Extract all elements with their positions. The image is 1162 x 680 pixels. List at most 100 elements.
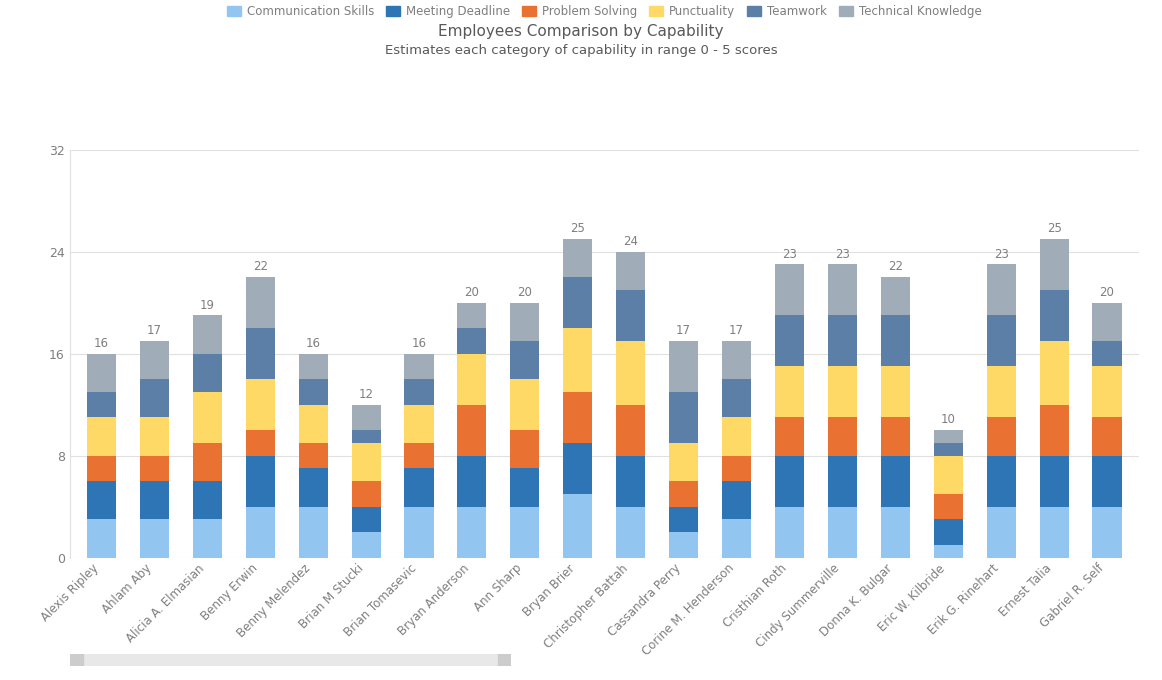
Bar: [934, 520, 963, 545]
Bar: [564, 443, 593, 494]
Bar: [881, 456, 910, 507]
Bar: [87, 354, 116, 392]
Bar: [722, 481, 751, 520]
Text: 16: 16: [411, 337, 426, 350]
Bar: [987, 456, 1016, 507]
Bar: [245, 507, 274, 558]
Bar: [616, 405, 645, 456]
Bar: [616, 341, 645, 405]
Bar: [245, 379, 274, 430]
Bar: [299, 469, 328, 507]
Bar: [458, 507, 487, 558]
Text: 17: 17: [729, 324, 744, 337]
Bar: [881, 507, 910, 558]
Text: 20: 20: [465, 286, 480, 299]
Text: 17: 17: [146, 324, 162, 337]
Bar: [669, 443, 698, 481]
Bar: [934, 456, 963, 494]
Bar: [87, 392, 116, 418]
Bar: [87, 418, 116, 456]
Bar: [458, 303, 487, 328]
Bar: [510, 303, 539, 341]
Bar: [881, 367, 910, 418]
Bar: [245, 328, 274, 379]
Bar: [299, 405, 328, 443]
Bar: [458, 456, 487, 507]
Text: 20: 20: [1099, 286, 1114, 299]
Bar: [669, 481, 698, 507]
Text: 16: 16: [94, 337, 109, 350]
Bar: [564, 239, 593, 277]
Bar: [193, 316, 222, 354]
Bar: [722, 341, 751, 379]
Bar: [299, 354, 328, 379]
Bar: [722, 379, 751, 418]
Bar: [193, 354, 222, 392]
Bar: [616, 456, 645, 507]
Bar: [193, 520, 222, 558]
Bar: [987, 507, 1016, 558]
Bar: [352, 430, 381, 443]
Bar: [1092, 303, 1121, 341]
Bar: [616, 507, 645, 558]
Bar: [1092, 367, 1121, 418]
Bar: [245, 277, 274, 328]
Bar: [775, 265, 804, 316]
Bar: [299, 443, 328, 469]
Text: 12: 12: [359, 388, 374, 401]
Bar: [775, 418, 804, 456]
Legend: Communication Skills, Meeting Deadline, Problem Solving, Punctuality, Teamwork, : Communication Skills, Meeting Deadline, …: [222, 1, 987, 23]
Bar: [1040, 405, 1069, 456]
Bar: [193, 481, 222, 520]
Bar: [458, 405, 487, 456]
Bar: [352, 532, 381, 558]
Bar: [139, 418, 168, 456]
Bar: [1092, 456, 1121, 507]
Bar: [1040, 456, 1069, 507]
Bar: [510, 430, 539, 469]
Bar: [1092, 507, 1121, 558]
Text: 20: 20: [517, 286, 532, 299]
Bar: [775, 367, 804, 418]
Bar: [827, 316, 856, 367]
Bar: [510, 507, 539, 558]
Bar: [564, 328, 593, 392]
Bar: [881, 418, 910, 456]
Text: 25: 25: [571, 222, 586, 235]
Text: Employees Comparison by Capability: Employees Comparison by Capability: [438, 24, 724, 39]
Bar: [827, 418, 856, 456]
Bar: [1040, 507, 1069, 558]
Bar: [245, 456, 274, 507]
Bar: [564, 494, 593, 558]
Bar: [193, 392, 222, 443]
Bar: [827, 507, 856, 558]
Bar: [934, 494, 963, 520]
Bar: [1092, 341, 1121, 367]
Bar: [139, 456, 168, 481]
Bar: [299, 507, 328, 558]
Bar: [934, 443, 963, 456]
Bar: [510, 469, 539, 507]
Bar: [1040, 341, 1069, 405]
Bar: [669, 392, 698, 443]
Bar: [987, 316, 1016, 367]
Bar: [1040, 239, 1069, 290]
Text: 22: 22: [253, 260, 267, 273]
Bar: [70, 654, 83, 666]
Bar: [404, 379, 433, 405]
Bar: [722, 456, 751, 481]
Bar: [87, 456, 116, 481]
Bar: [669, 532, 698, 558]
Bar: [139, 341, 168, 379]
Bar: [139, 481, 168, 520]
Bar: [404, 405, 433, 443]
Bar: [498, 654, 511, 666]
Text: 23: 23: [994, 248, 1009, 260]
Bar: [404, 469, 433, 507]
Bar: [352, 405, 381, 430]
Bar: [404, 443, 433, 469]
Bar: [404, 354, 433, 379]
Bar: [987, 418, 1016, 456]
Bar: [934, 545, 963, 558]
Bar: [616, 252, 645, 290]
